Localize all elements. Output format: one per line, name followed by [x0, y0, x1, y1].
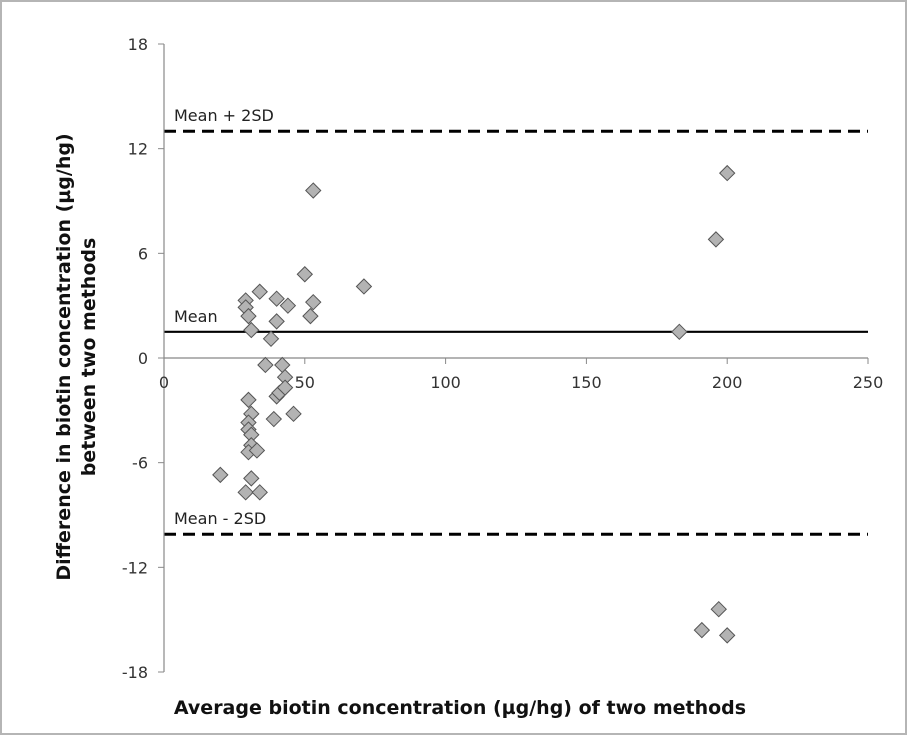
data-point: [212, 466, 229, 484]
data-point: [707, 231, 725, 248]
y-tick-label: -6: [132, 454, 148, 473]
data-point: [262, 330, 280, 348]
y-tick-label: 6: [138, 244, 148, 263]
data-point: [671, 323, 688, 341]
data-point: [248, 442, 266, 459]
data-point: [279, 297, 297, 314]
y-axis-title: Difference in biotin concentration (µg/h…: [53, 133, 100, 580]
ticks: 18 12 6 0 -6 -12 -18 0 50 100 150 200 250: [122, 35, 883, 682]
mean-plus-2sd-label: Mean + 2SD: [174, 106, 274, 125]
y-axis-title-line-1: Difference in biotin concentration (µg/h…: [53, 133, 75, 580]
y-tick-label: -12: [122, 558, 148, 577]
reference-labels: Mean + 2SD Mean Mean - 2SD: [174, 106, 274, 528]
data-point: [710, 600, 727, 618]
y-axis-title-line-2: between two methods: [78, 238, 100, 477]
data-point: [240, 391, 257, 409]
data-point: [251, 283, 268, 300]
data-points: [212, 164, 736, 644]
data-point: [302, 307, 319, 325]
x-tick-label: 100: [430, 373, 461, 392]
x-tick-label: 150: [571, 373, 602, 392]
data-point: [265, 410, 283, 428]
mean-label: Mean: [174, 307, 218, 326]
data-point: [274, 356, 291, 374]
mean-minus-2sd-label: Mean - 2SD: [174, 509, 266, 528]
data-point: [305, 182, 322, 199]
y-tick-label: 18: [128, 35, 148, 54]
data-point: [693, 621, 711, 639]
x-tick-label: 50: [295, 373, 315, 392]
y-tick-label: 0: [138, 349, 148, 368]
y-tick-label: 12: [128, 140, 148, 159]
data-point: [257, 356, 274, 374]
data-point: [240, 307, 257, 325]
data-point: [296, 266, 314, 283]
data-point: [718, 627, 736, 644]
x-tick-label: 0: [159, 373, 169, 392]
x-tick-label: 200: [712, 373, 743, 392]
data-point: [355, 278, 373, 295]
data-point: [276, 379, 294, 396]
x-tick-label: 250: [853, 373, 884, 392]
y-tick-label: -18: [122, 663, 148, 682]
data-point: [251, 484, 268, 501]
data-point: [305, 293, 322, 311]
data-point: [268, 290, 285, 307]
axes: [163, 44, 868, 672]
reference-lines: [164, 129, 868, 536]
data-point: [237, 484, 254, 501]
data-point: [268, 313, 285, 330]
data-point: [243, 470, 260, 487]
x-axis-title: Average biotin concentration (µg/hg) of …: [174, 697, 746, 719]
data-point: [718, 164, 736, 182]
data-point: [243, 321, 260, 339]
data-point: [285, 405, 302, 423]
